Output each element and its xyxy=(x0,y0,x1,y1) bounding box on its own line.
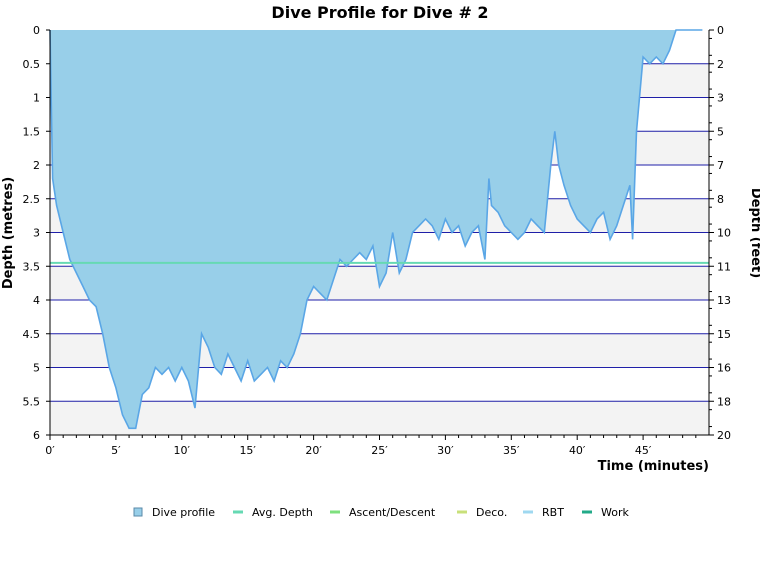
y-left-tick-label: 2 xyxy=(33,159,40,172)
y-axis-left-title: Depth (metres) xyxy=(1,177,16,289)
dive-profile-area xyxy=(50,30,703,429)
x-tick-label: 35′ xyxy=(503,444,520,457)
y-right-tick-label: 3 xyxy=(717,92,724,105)
plot-area xyxy=(49,29,709,430)
legend-label: Work xyxy=(601,506,629,519)
y-left-tick-label: 4 xyxy=(33,294,40,307)
x-axis-title: Time (minutes) xyxy=(598,459,709,474)
y-left-tick-label: 3.5 xyxy=(23,260,41,273)
y-right-tick-label: 13 xyxy=(717,294,731,307)
y-right-tick-label: 2 xyxy=(717,58,724,71)
chart-title: Dive Profile for Dive # 2 xyxy=(271,3,488,22)
y-left-tick-label: 1.5 xyxy=(23,125,41,138)
y-left-tick-label: 5 xyxy=(33,362,40,375)
y-left-tick-label: 4.5 xyxy=(23,328,41,341)
grid-band xyxy=(50,401,709,435)
y-left-tick-label: 0.5 xyxy=(23,58,41,71)
y-right-tick-label: 16 xyxy=(717,362,731,375)
y-left-tick-label: 1 xyxy=(33,92,40,105)
x-tick-label: 30′ xyxy=(437,444,454,457)
y-right-tick-label: 8 xyxy=(717,193,724,206)
legend-label: Avg. Depth xyxy=(252,506,313,519)
y-right-tick-label: 7 xyxy=(717,159,724,172)
y-axis-right-title: Depth (feet) xyxy=(748,188,760,278)
legend-label: Dive profile xyxy=(152,506,215,519)
x-tick-label: 20′ xyxy=(305,444,322,457)
x-tick-label: 45′ xyxy=(635,444,652,457)
legend: Dive profile Avg. Depth Ascent/Descent Deco… xyxy=(133,506,629,519)
y-right-tick-label: 0 xyxy=(717,24,724,37)
y-left-tick-label: 6 xyxy=(33,429,40,442)
legend-swatch xyxy=(133,507,143,517)
y-right-tick-label: 11 xyxy=(717,260,731,273)
y-right-tick-label: 15 xyxy=(717,328,731,341)
legend-label: RBT xyxy=(542,506,564,519)
y-right-tick-label: 20 xyxy=(717,429,731,442)
y-left-tick-label: 3 xyxy=(33,227,40,240)
x-tick-label: 5′ xyxy=(111,444,121,457)
y-left-tick-label: 5.5 xyxy=(23,395,41,408)
y-right-tick-label: 5 xyxy=(717,125,724,138)
legend-label: Ascent/Descent xyxy=(349,506,436,519)
x-tick-label: 10′ xyxy=(174,444,191,457)
dive-profile-line xyxy=(49,29,703,430)
tick-labels: 0 0.5 1 1.5 2 2.5 3 3.5 4 4.5 5 5.5 6 0 2 3 5 7 8 10 11 13 15 1… xyxy=(23,24,732,457)
x-tick-label: 40′ xyxy=(569,444,586,457)
x-tick-label: 0′ xyxy=(45,444,55,457)
y-right-tick-label: 10 xyxy=(717,227,731,240)
y-left-tick-label: 0 xyxy=(33,24,40,37)
y-left-tick-label: 2.5 xyxy=(23,193,41,206)
axes xyxy=(46,29,714,440)
legend-label: Deco. xyxy=(476,506,507,519)
x-tick-label: 25′ xyxy=(371,444,388,457)
x-tick-label: 15′ xyxy=(239,444,256,457)
y-right-tick-label: 18 xyxy=(717,395,731,408)
